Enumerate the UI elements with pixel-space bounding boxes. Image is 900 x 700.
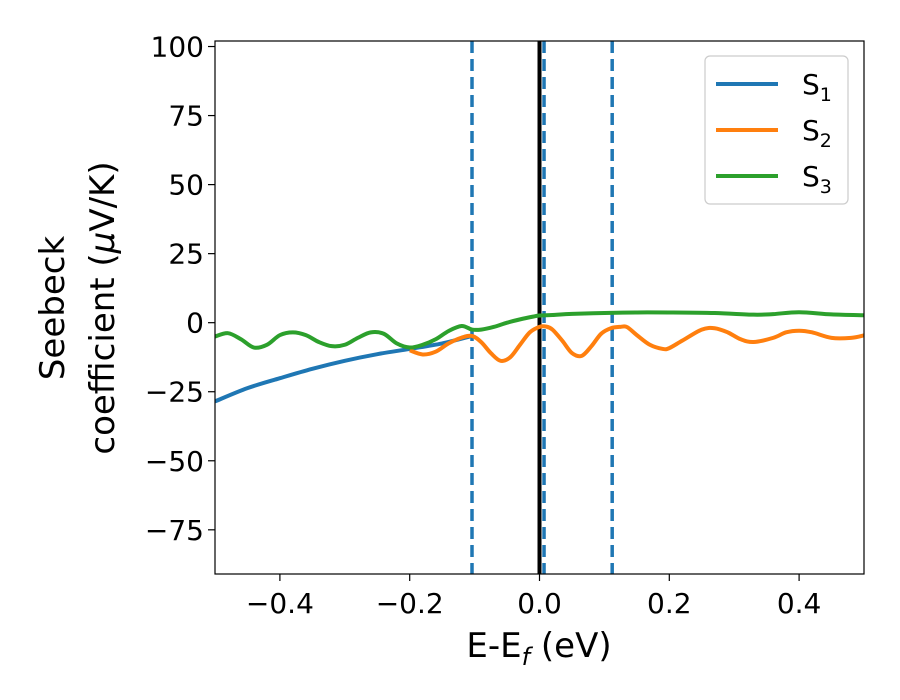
y-axis: −75 −50 −25 0 25 50 75 100 — [145, 31, 215, 547]
y-axis-label: Seebeck coefficient (μV/K) — [33, 161, 123, 454]
x-tick-label: 0.4 — [777, 587, 822, 620]
legend-label-s3: S3 — [802, 160, 832, 198]
series-line-s2 — [409, 324, 864, 363]
y-tick-label: −75 — [145, 514, 204, 547]
y-tick-label: 100 — [151, 31, 204, 64]
x-axis: −0.4 −0.2 0.0 0.2 0.4 — [246, 574, 821, 620]
series-line-s1 — [215, 334, 473, 404]
x-axis-label: E-Ef (eV) — [466, 626, 611, 671]
y-axis-label-line2: coefficient (μV/K) — [83, 161, 123, 454]
legend-label-s1: S1 — [802, 68, 832, 106]
x-tick-label: 0.2 — [647, 587, 692, 620]
reference-lines — [470, 41, 614, 574]
y-tick-label: −25 — [145, 376, 204, 409]
y-tick-label: 50 — [168, 169, 204, 202]
y-tick-label: 0 — [186, 307, 204, 340]
series-line-s3 — [215, 310, 864, 350]
legend: S1 S2 S3 — [704, 55, 849, 205]
x-tick-label: −0.4 — [246, 587, 314, 620]
y-tick-label: −50 — [145, 445, 204, 478]
y-tick-label: 25 — [168, 238, 204, 271]
legend-label-s2: S2 — [802, 114, 832, 152]
y-tick-label: 75 — [168, 100, 204, 133]
x-tick-label: −0.2 — [376, 587, 444, 620]
x-tick-label: 0.0 — [517, 587, 562, 620]
y-axis-label-line1: Seebeck — [33, 236, 73, 381]
series-group — [215, 310, 864, 404]
